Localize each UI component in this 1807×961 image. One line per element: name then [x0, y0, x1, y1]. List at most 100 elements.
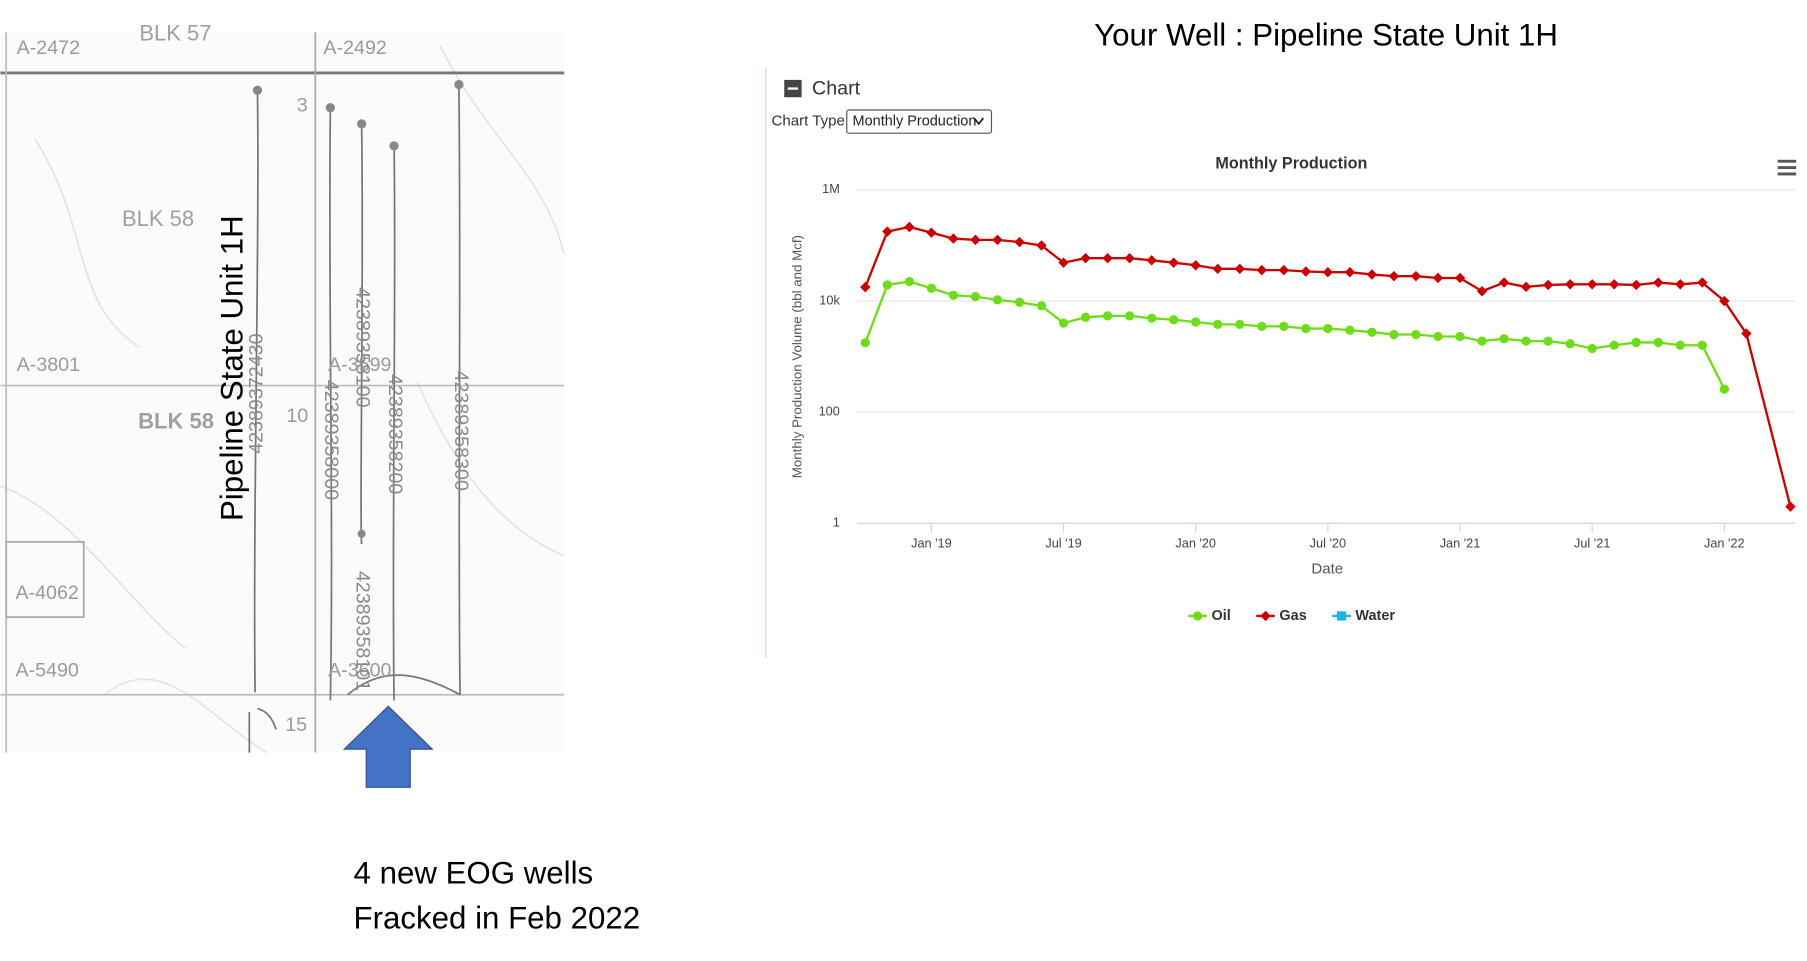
map-label: A-3801 — [17, 354, 80, 376]
plot: 1M 10k 100 1 Jan '19 Jul '19 Jan '20 Jul '20 Jan… — [819, 181, 1796, 624]
y-tick-label: 1 — [833, 515, 840, 530]
point — [882, 226, 893, 237]
point — [1388, 270, 1400, 282]
y-tick-label: 10k — [819, 292, 840, 307]
point — [1631, 279, 1642, 291]
x-tick-label: Jul '19 — [1045, 536, 1081, 551]
chart-type-select[interactable] — [846, 109, 993, 134]
chart-type-label: Chart Type: — [772, 113, 850, 130]
point — [1366, 269, 1378, 280]
chart-type-value: Monthly Production — [853, 113, 977, 129]
point — [1014, 236, 1025, 248]
map-background — [0, 32, 565, 753]
point — [926, 283, 937, 293]
well-symbols — [252, 79, 464, 538]
x-tick-label: Jan '22 — [1704, 536, 1745, 551]
x-tick-label: Jan '21 — [1440, 536, 1481, 551]
point — [1498, 277, 1510, 288]
point — [1697, 340, 1707, 350]
point — [1124, 311, 1135, 321]
point — [1609, 340, 1619, 350]
point — [1345, 325, 1355, 335]
point — [1565, 339, 1575, 349]
point — [1080, 252, 1091, 264]
point — [1564, 279, 1576, 290]
point — [1212, 263, 1223, 275]
annotation: 4 new EOG wells — [354, 856, 594, 891]
point — [1411, 329, 1421, 340]
well-label: 42389358300 — [450, 371, 472, 491]
tract — [5, 540, 85, 618]
point — [1675, 279, 1686, 290]
well-label: 42389358200 — [384, 374, 406, 494]
x-tick-label: Jul '20 — [1310, 536, 1346, 551]
point — [1257, 321, 1267, 332]
point — [1455, 331, 1465, 342]
well-label: 42389358100 — [351, 287, 373, 407]
point — [1653, 277, 1664, 288]
map-label: A-2492 — [323, 37, 386, 59]
point — [1278, 264, 1290, 276]
chart-menu[interactable] — [1777, 159, 1797, 176]
point — [1675, 340, 1685, 350]
legend-label[interactable]: Gas — [1279, 608, 1306, 624]
point — [1256, 264, 1267, 276]
x-tick-label: Jul '21 — [1574, 536, 1610, 551]
y-tick-label: 1M — [822, 181, 840, 196]
point — [882, 280, 892, 290]
map-label: BLK 58 — [138, 408, 214, 433]
point — [1124, 252, 1135, 264]
point — [970, 292, 981, 302]
point — [1014, 297, 1025, 307]
panel-heading: Chart — [812, 77, 861, 99]
map-label: 10 — [286, 405, 308, 427]
point — [1102, 252, 1113, 264]
point — [904, 221, 915, 233]
point — [1322, 267, 1334, 278]
point — [1542, 279, 1554, 291]
legend-label[interactable]: Oil — [1211, 608, 1230, 624]
legend-label[interactable]: Water — [1355, 608, 1395, 624]
annotation: Fracked in Feb 2022 — [354, 901, 641, 936]
map-label: A-4062 — [15, 582, 78, 604]
point — [1785, 501, 1796, 512]
x-tick-label: Jan '19 — [911, 536, 952, 551]
point — [1520, 281, 1532, 293]
well-label: 42389358000 — [320, 380, 342, 500]
point — [1631, 337, 1641, 348]
point — [1454, 272, 1466, 284]
point — [1719, 384, 1729, 394]
point — [1301, 323, 1311, 334]
y-tick-label: 100 — [819, 404, 840, 419]
point — [1499, 334, 1509, 344]
point — [992, 234, 1003, 246]
point — [1344, 267, 1356, 278]
collapse-icon — [787, 87, 799, 90]
point — [1058, 318, 1069, 328]
point — [1653, 337, 1663, 348]
point — [1477, 336, 1487, 346]
map-label: A-2472 — [17, 37, 80, 59]
point — [1389, 329, 1399, 340]
point — [1234, 263, 1245, 275]
legend-symbol — [1260, 610, 1271, 622]
point — [860, 338, 870, 348]
map-label: A-3600 — [328, 660, 391, 682]
map-label: 15 — [285, 714, 307, 736]
chart-title: Monthly Production — [1215, 155, 1367, 173]
map: A-2472 BLK 57 A-2492 3 BLK 58 A-3801 A-3… — [0, 21, 566, 754]
point — [992, 295, 1003, 305]
point — [1410, 270, 1422, 282]
point — [1213, 319, 1223, 330]
well-name: Pipeline State Unit 1H — [215, 215, 250, 521]
page-title: Your Well : Pipeline State Unit 1H — [1094, 17, 1558, 52]
point — [1235, 319, 1245, 330]
map-label: 3 — [297, 95, 308, 117]
terrain — [0, 45, 566, 754]
point — [1300, 266, 1312, 277]
point — [1190, 260, 1201, 271]
map-label: A-3599 — [328, 354, 391, 376]
x-axis-label: Date — [1311, 561, 1343, 578]
point — [1169, 315, 1179, 325]
